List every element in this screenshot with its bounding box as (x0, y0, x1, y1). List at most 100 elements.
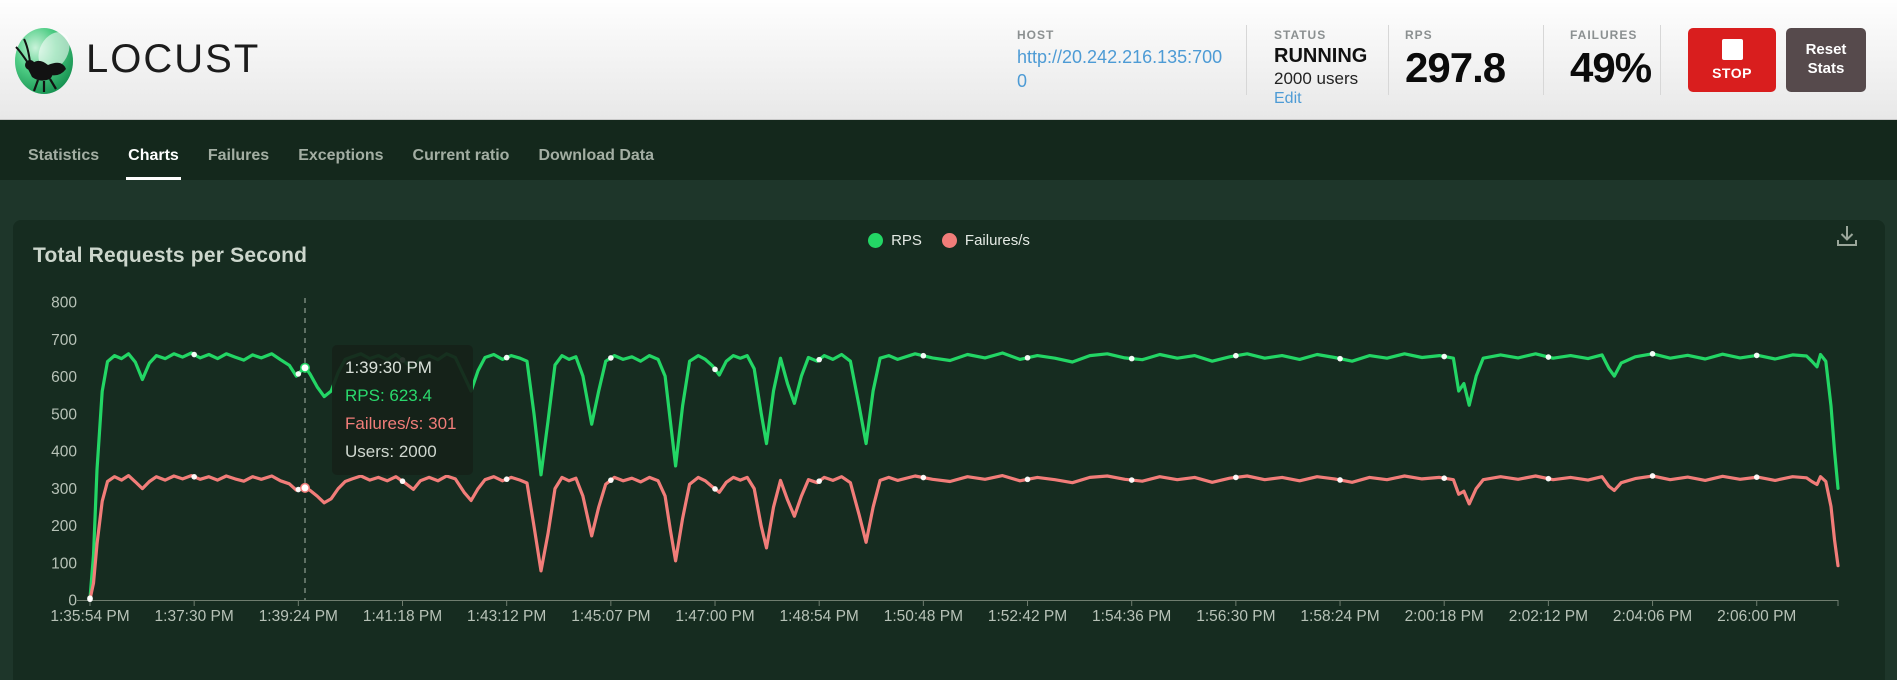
y-tick-label: 500 (51, 406, 77, 423)
tab-failures[interactable]: Failures (207, 146, 270, 164)
host-url-link[interactable]: http://20.242.216.135:7000 (1017, 47, 1223, 91)
y-tick-label: 200 (51, 518, 77, 535)
divider (1660, 25, 1661, 95)
data-point-dot (816, 478, 822, 484)
rps-value: 297.8 (1405, 44, 1506, 91)
x-tick-label: 1:39:24 PM (259, 608, 338, 625)
y-tick-label: 300 (51, 481, 77, 498)
status-block: STATUS RUNNING 2000 users Edit (1247, 0, 1388, 120)
data-point-dot (712, 486, 718, 492)
tab-current-ratio[interactable]: Current ratio (412, 146, 510, 164)
hover-point-dot (300, 362, 310, 373)
status-value: RUNNING (1274, 45, 1368, 67)
failures-value: 49% (1570, 44, 1652, 91)
data-point-dot (1545, 475, 1552, 482)
main-nav: Statistics Charts Failures Exceptions Curren… (0, 120, 1897, 180)
data-point-dot (295, 486, 302, 493)
divider (1543, 25, 1544, 95)
legend-dot-icon (941, 233, 957, 248)
data-point-dot (1233, 474, 1239, 481)
x-tick-label: 1:58:24 PM (1300, 608, 1379, 625)
data-point-dot (1545, 354, 1552, 360)
header-stats: HOST http://20.242.216.135:7000 STATUS R… (1017, 0, 1866, 120)
tab-charts[interactable]: Charts (126, 120, 181, 180)
x-tick-label: 1:35:54 PM (50, 608, 129, 625)
legend-dot-icon (868, 233, 884, 248)
y-tick-label: 100 (51, 555, 77, 572)
x-tick-label: 2:06:00 PM (1717, 608, 1796, 625)
series-line-failures-s (88, 474, 1840, 601)
tab-download-data[interactable]: Download Data (538, 146, 655, 164)
data-point-dot (608, 477, 614, 483)
y-tick-label: 700 (51, 332, 77, 349)
legend-item-failures-s[interactable]: Failures/s (941, 232, 1030, 249)
header-buttons: STOP Reset Stats (1661, 0, 1866, 120)
rps-block: RPS 297.8 (1389, 0, 1543, 120)
x-tick-label: 2:04:06 PM (1613, 608, 1692, 625)
stop-square-icon (1721, 39, 1743, 60)
data-point-dot (87, 596, 93, 603)
rps-label: RPS (1405, 28, 1433, 42)
failures-label: FAILURES (1570, 28, 1638, 42)
data-point-dot (399, 357, 406, 363)
data-point-dot (1128, 477, 1135, 483)
legend-label: RPS (891, 232, 922, 249)
data-point-dot (295, 371, 302, 377)
data-point-dot (1337, 355, 1343, 362)
data-point-dot (191, 473, 197, 480)
failures-block: FAILURES 49% (1544, 0, 1660, 120)
x-tick-label: 1:37:30 PM (155, 608, 234, 625)
y-tick-label: 400 (51, 444, 77, 461)
legend-label: Failures/s (964, 232, 1030, 249)
x-tick-label: 1:56:30 PM (1196, 608, 1275, 625)
x-tick-label: 1:45:07 PM (571, 608, 650, 625)
x-tick-label: 1:48:54 PM (780, 608, 859, 625)
legend-item-rps[interactable]: RPS (868, 232, 922, 249)
x-tick-label: 2:00:18 PM (1405, 608, 1484, 625)
y-tick-label: 800 (51, 295, 77, 312)
data-point-dot (1128, 355, 1135, 362)
host-label: HOST (1017, 28, 1055, 42)
data-point-dot (1024, 354, 1031, 361)
rps-chart-plot[interactable]: 1:35:54 PM 1:37:30 PM 1:39:24 PM 1:41:18 PM… (13, 220, 1885, 680)
data-point-dot (1233, 352, 1239, 359)
data-point-dot (191, 351, 197, 358)
data-point-dot (503, 476, 510, 483)
data-point-dot (920, 474, 927, 481)
x-tick-label: 1:50:48 PM (884, 608, 963, 625)
data-point-dot (1337, 477, 1343, 483)
x-tick-label: 1:47:00 PM (675, 608, 754, 625)
data-point-dot (920, 352, 927, 359)
status-label: STATUS (1274, 28, 1327, 42)
reset-stats-button[interactable]: Reset Stats (1786, 28, 1866, 92)
tab-exceptions[interactable]: Exceptions (298, 146, 384, 164)
app-title: LOCUST (86, 37, 261, 81)
x-tick-label: 1:52:42 PM (988, 608, 1067, 625)
stop-button[interactable]: STOP (1688, 28, 1776, 92)
data-point-dot (1441, 475, 1448, 482)
data-point-dot (1024, 476, 1031, 483)
x-tick-label: 1:43:12 PM (467, 608, 546, 625)
logo: LOCUST (14, 25, 260, 95)
data-point-dot (503, 354, 510, 361)
data-point-dot (712, 366, 718, 373)
series-line-rps (88, 351, 1840, 600)
x-tick-label: 2:02:12 PM (1509, 608, 1588, 625)
data-point-dot (1649, 473, 1656, 479)
tab-statistics[interactable]: Statistics (28, 146, 100, 164)
divider (1246, 25, 1247, 95)
app-header: LOCUST HOST http://20.242.216.135:7000 S… (0, 0, 1897, 120)
data-point-dot (399, 478, 406, 485)
data-point-dot (1649, 351, 1656, 357)
x-tick-label: 1:54:36 PM (1092, 608, 1171, 625)
download-chart-icon[interactable] (1833, 222, 1861, 250)
host-block: HOST http://20.242.216.135:7000 (1017, 0, 1246, 120)
edit-link[interactable]: Edit (1274, 90, 1302, 107)
y-tick-label: 600 (51, 369, 77, 386)
data-point-dot (1753, 474, 1760, 480)
y-tick-label: 0 (68, 593, 77, 610)
data-point-dot (1441, 353, 1448, 360)
data-point-dot (608, 355, 614, 361)
chart-legend: RPS Failures/s (13, 232, 1885, 249)
hover-point-dot (300, 482, 310, 493)
